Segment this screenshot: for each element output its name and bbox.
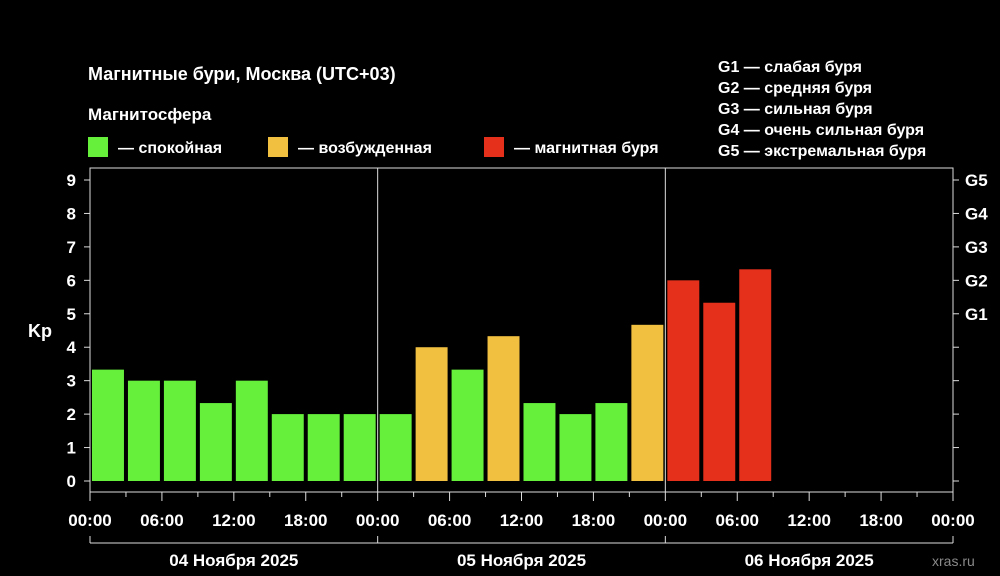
y-tick-label: 1 [67,439,76,458]
kp-bar [595,403,628,481]
y-tick-label: 7 [67,238,76,257]
kp-bar [739,269,772,481]
chart-subtitle: Магнитосфера [88,105,212,124]
kp-bar [379,414,412,481]
y-tick-label: 8 [67,204,76,223]
y-tick-label: 6 [67,271,76,290]
day-label: 05 Ноября 2025 [457,551,586,570]
g-tick-label: G2 [965,271,988,290]
x-tick-label: 06:00 [716,511,759,530]
chart-title: Магнитные бури, Москва (UTC+03) [88,64,396,84]
g-tick-label: G5 [965,171,988,190]
kp-bar [523,403,556,481]
g-legend-item: G3 — сильная буря [718,101,873,118]
x-tick-label: 18:00 [284,511,327,530]
g-tick-label: G1 [965,305,988,324]
x-tick-label: 12:00 [500,511,543,530]
y-tick-label: 9 [67,171,76,190]
x-tick-label: 06:00 [140,511,183,530]
x-tick-label: 12:00 [212,511,255,530]
kp-bar [343,414,376,481]
x-tick-label: 00:00 [931,511,974,530]
kp-bar [307,414,340,481]
g-tick-label: G3 [965,238,988,257]
y-tick-label: 0 [67,472,76,491]
axes: 0 1 2 3 4 5 6 7 8 9 G1 G2 G3 G4 G5 00:00 06:00 12:00 18:00… [67,171,989,570]
y-tick-label: 2 [67,405,76,424]
kp-bar [667,280,700,481]
watermark: xras.ru [932,553,975,569]
g-legend-item: G5 — экстремальная буря [718,143,926,160]
x-tick-label: 18:00 [572,511,615,530]
x-tick-label: 00:00 [644,511,687,530]
g-legend-item: G2 — средняя буря [718,80,872,97]
day-label: 04 Ноября 2025 [169,551,298,570]
x-tick-label: 00:00 [68,511,111,530]
kp-bar [451,369,484,481]
legend-swatch-quiet [88,137,108,157]
kp-bar [163,380,196,481]
kp-bar [92,369,124,481]
legend-swatch-storm [484,137,504,157]
legend-label-quiet: — спокойная [118,140,222,157]
g-scale-legend: G1 — слабая буря G2 — средняя буря G3 — … [718,59,926,160]
kp-bar [415,347,448,481]
legend-label-storm: — магнитная буря [514,140,659,157]
x-tick-label: 00:00 [356,511,399,530]
kp-bar [631,324,664,481]
g-legend-item: G1 — слабая буря [718,59,862,76]
y-tick-label: 3 [67,372,76,391]
kp-bar [127,380,160,481]
x-tick-label: 18:00 [859,511,902,530]
y-axis-label: Kp [28,321,52,341]
x-tick-label: 12:00 [787,511,830,530]
legend-label-active: — возбужденная [298,140,432,157]
kp-bar [271,414,304,481]
kp-bar [559,414,592,481]
day-label: 06 Ноября 2025 [745,551,874,570]
legend-swatch-active [268,137,288,157]
kp-bar [199,403,232,481]
y-tick-label: 5 [67,305,76,324]
level-legend: — спокойная — возбужденная — магнитная б… [88,137,659,157]
y-tick-label: 4 [67,338,77,357]
kp-bar [235,380,268,481]
kp-bar [703,302,736,481]
bars [92,269,772,481]
kp-bar [487,336,520,481]
g-tick-label: G4 [965,204,988,223]
g-legend-item: G4 — очень сильная буря [718,122,924,139]
x-tick-label: 06:00 [428,511,471,530]
